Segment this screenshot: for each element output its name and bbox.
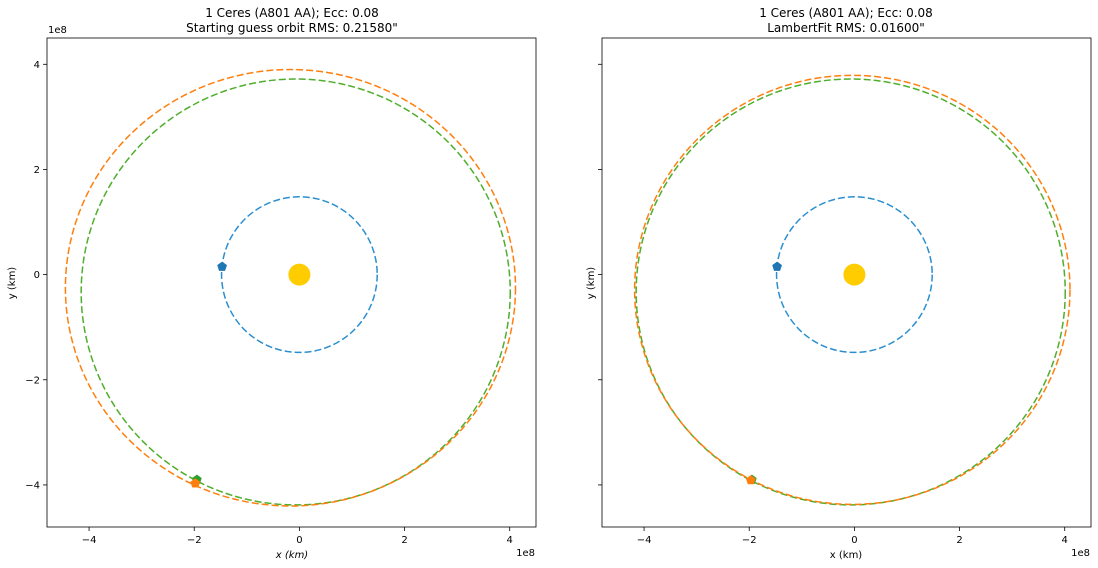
left-title-line1: 1 Ceres (A801 AA); Ecc: 0.08 bbox=[205, 6, 379, 20]
y-tick-label: −4 bbox=[25, 480, 40, 491]
axes-frame bbox=[601, 37, 1092, 528]
x-tick-label: 2 bbox=[956, 535, 962, 546]
orbit-series-2 bbox=[64, 68, 517, 507]
orbit-series-0 bbox=[220, 196, 378, 354]
left-y-axis-label: y (km) bbox=[7, 267, 18, 300]
position-marker-2 bbox=[745, 475, 756, 485]
right-title-line2: LambertFit RMS: 0.01600" bbox=[767, 21, 925, 35]
orbit-series-1 bbox=[635, 78, 1066, 506]
y-tick-label: 0 bbox=[34, 270, 40, 281]
position-marker-0 bbox=[772, 261, 782, 271]
right-panel: 1 Ceres (A801 AA); Ecc: 0.08 LambertFit … bbox=[586, 6, 1092, 561]
right-plot-area: −4 −2 0 2 4 bbox=[598, 37, 1092, 546]
sun-marker bbox=[288, 263, 311, 286]
left-plot-area: −4 −2 0 2 4 −4 −2 0 2 4 bbox=[25, 37, 537, 546]
right-x-axis-label: x (km) bbox=[830, 550, 863, 561]
x-tick-label: −4 bbox=[82, 535, 97, 546]
left-panel: 1 Ceres (A801 AA); Ecc: 0.08 Starting gu… bbox=[7, 6, 537, 561]
x-tick-label: 0 bbox=[851, 535, 857, 546]
left-y-offset-label: 1e8 bbox=[48, 25, 67, 36]
right-x-offset-label: 1e8 bbox=[1071, 548, 1090, 559]
orbit-series-2 bbox=[633, 74, 1071, 506]
sun-marker bbox=[843, 263, 866, 286]
orbit-series-1 bbox=[80, 78, 511, 506]
left-x-offset-label: 1e8 bbox=[516, 548, 535, 559]
x-tick-label: 4 bbox=[507, 535, 513, 546]
y-tick-label: 2 bbox=[34, 165, 40, 176]
x-tick-label: 2 bbox=[401, 535, 407, 546]
position-marker-2 bbox=[190, 478, 201, 488]
orbit-series-0 bbox=[775, 196, 933, 354]
y-tick-label: −2 bbox=[25, 375, 40, 386]
right-y-axis-label: y (km) bbox=[586, 267, 597, 300]
x-tick-label: −4 bbox=[637, 535, 652, 546]
position-marker-0 bbox=[217, 261, 227, 271]
x-tick-label: −2 bbox=[187, 535, 202, 546]
y-tick-label: 4 bbox=[34, 60, 40, 71]
left-x-axis-label: x (km) bbox=[275, 550, 308, 561]
x-tick-label: 0 bbox=[296, 535, 302, 546]
axes-frame bbox=[46, 37, 537, 528]
x-tick-label: 4 bbox=[1062, 535, 1068, 546]
right-title-line1: 1 Ceres (A801 AA); Ecc: 0.08 bbox=[759, 6, 933, 20]
x-tick-label: −2 bbox=[742, 535, 757, 546]
left-title-line2: Starting guess orbit RMS: 0.21580" bbox=[186, 21, 398, 35]
